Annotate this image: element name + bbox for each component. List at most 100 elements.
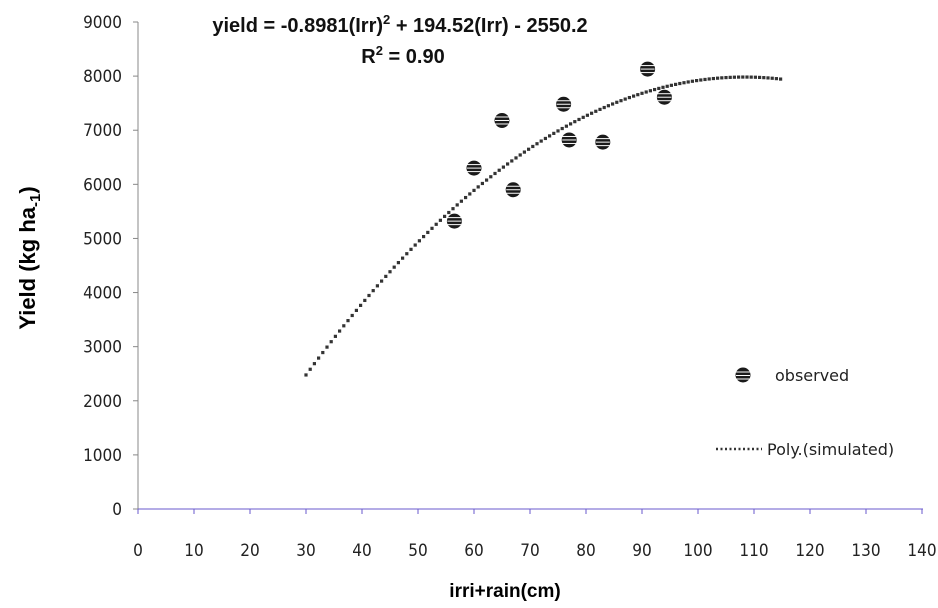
observed-point bbox=[556, 96, 572, 112]
trendline-dot bbox=[720, 76, 724, 80]
trendline-dot bbox=[770, 76, 774, 80]
trendline-dot bbox=[464, 195, 468, 200]
trendline-dot bbox=[308, 367, 312, 371]
legend-simulated-label: Poly.(simulated) bbox=[767, 440, 894, 459]
trendline-dot bbox=[506, 162, 510, 166]
x-tick-label: 30 bbox=[296, 541, 315, 561]
trendline-dot bbox=[573, 120, 577, 124]
y-tick-label: 0 bbox=[112, 500, 122, 520]
trendline-dot bbox=[619, 99, 623, 103]
x-tick-label: 70 bbox=[520, 541, 539, 561]
trendline-dot bbox=[539, 139, 543, 143]
trendline-dot bbox=[707, 77, 711, 81]
x-tick-label: 100 bbox=[683, 541, 712, 561]
x-tick-label: 20 bbox=[240, 541, 259, 561]
trendline-dot bbox=[535, 142, 539, 146]
trendline-dot bbox=[438, 218, 442, 222]
trendline-dot bbox=[396, 261, 400, 265]
trendline-dot bbox=[758, 75, 762, 80]
y-axis-ticks: 0 1000 2000 3000 4000 5000 6000 7000 8000 9000 bbox=[83, 13, 138, 520]
trendline-dot bbox=[522, 150, 526, 154]
trendline-dot bbox=[590, 111, 594, 115]
trendline-dot bbox=[329, 340, 333, 344]
trendline-dot bbox=[543, 136, 547, 141]
trendline-dot bbox=[480, 181, 484, 186]
trendline-dot bbox=[745, 75, 749, 79]
trendline-dot bbox=[422, 234, 426, 239]
trendline-dot bbox=[426, 230, 430, 235]
trendline-dot bbox=[606, 104, 610, 108]
trendline-dot bbox=[338, 329, 342, 333]
x-tick-label: 130 bbox=[851, 541, 880, 561]
trendline-dot bbox=[413, 243, 417, 247]
y-tick-label: 6000 bbox=[83, 175, 122, 195]
trendline-dot bbox=[623, 97, 627, 101]
y-tick-label: 3000 bbox=[83, 338, 122, 358]
observed-point bbox=[561, 132, 577, 148]
trendline-dot bbox=[695, 79, 699, 83]
trendline-dot bbox=[564, 124, 568, 128]
trendline-dot bbox=[569, 122, 573, 126]
trendline-dot bbox=[581, 115, 585, 119]
observed-point bbox=[505, 182, 521, 198]
trendline-dot bbox=[409, 247, 413, 251]
trendline-dot bbox=[430, 226, 434, 230]
observed-point bbox=[656, 89, 672, 105]
trendline-dot bbox=[375, 284, 379, 288]
trendline-dot bbox=[321, 350, 325, 355]
trendline-dot bbox=[699, 78, 703, 82]
trendline-dot bbox=[766, 76, 770, 80]
observed-point bbox=[640, 61, 656, 77]
trendline-dot bbox=[493, 171, 497, 176]
trendline-dot bbox=[774, 77, 778, 81]
trendline-dot bbox=[598, 107, 602, 111]
trendline-dot bbox=[447, 210, 451, 215]
trendline-dot bbox=[384, 274, 388, 278]
trendline-dot bbox=[325, 345, 329, 349]
trendline-dot bbox=[661, 85, 665, 89]
trendline-dot bbox=[527, 147, 531, 151]
trendline-dot bbox=[594, 109, 598, 113]
trendline-dot bbox=[380, 279, 384, 283]
y-tick-label: 4000 bbox=[83, 284, 122, 304]
y-tick-label: 8000 bbox=[83, 67, 122, 87]
trendline-dot bbox=[749, 75, 753, 79]
trendline-dot bbox=[497, 168, 501, 172]
trendline-dot bbox=[468, 192, 472, 196]
observed-point bbox=[446, 213, 462, 229]
trendline-equation: yield = -0.8981(Irr)2 + 194.52(Irr) - 25… bbox=[212, 12, 587, 37]
trendline-dot bbox=[627, 95, 631, 100]
x-tick-label: 50 bbox=[408, 541, 427, 561]
trendline-dot bbox=[367, 293, 371, 298]
trendline-dot bbox=[510, 159, 514, 163]
trendline-dot bbox=[485, 178, 489, 182]
trendline-dot bbox=[434, 222, 438, 226]
trendline-dot bbox=[350, 313, 354, 318]
x-tick-label: 90 bbox=[632, 541, 651, 561]
y-axis-title: Yield (kg ha-1) bbox=[15, 186, 44, 329]
trendline-dot bbox=[779, 77, 783, 81]
observed-point bbox=[595, 134, 611, 150]
observed-point bbox=[494, 112, 510, 128]
trendline-dot bbox=[501, 165, 505, 169]
y-tick-label: 2000 bbox=[83, 392, 122, 412]
trendline-dot bbox=[359, 303, 363, 307]
x-axis-title: irri+rain(cm) bbox=[449, 581, 560, 602]
trendline-dot bbox=[686, 80, 690, 84]
trendline-dot bbox=[451, 207, 455, 211]
x-tick-label: 80 bbox=[576, 541, 595, 561]
y-tick-label: 9000 bbox=[83, 13, 122, 33]
trendline-dot bbox=[354, 308, 358, 313]
trendline-dot bbox=[363, 298, 367, 303]
x-tick-label: 120 bbox=[795, 541, 824, 561]
trendline-dot bbox=[657, 86, 661, 91]
trendline-dot bbox=[342, 324, 346, 328]
trendline-dot bbox=[346, 319, 350, 323]
trendline-dot bbox=[669, 83, 673, 87]
trendline-dot bbox=[585, 113, 589, 117]
trendline-dot bbox=[611, 102, 615, 106]
trendline-dot bbox=[682, 81, 686, 85]
trendline-dot bbox=[401, 256, 405, 260]
trendline-dot bbox=[644, 90, 648, 94]
